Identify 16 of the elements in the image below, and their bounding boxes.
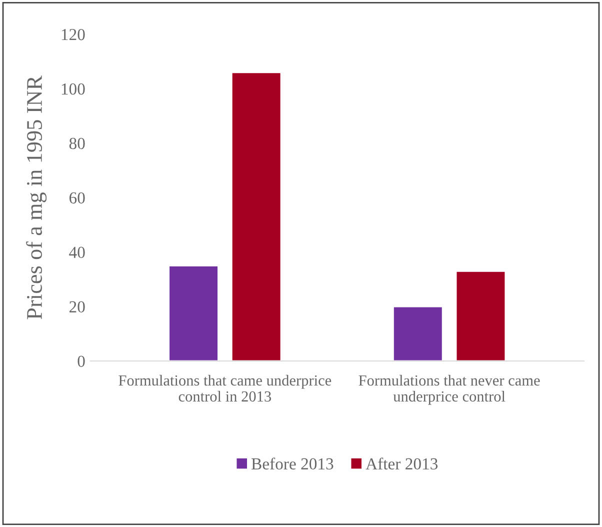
y-tick-label: 120: [62, 28, 85, 40]
y-tick-label: 80: [69, 138, 85, 150]
y-tick-label: 0: [78, 356, 85, 367]
y-axis-title: Prices of a mg in 1995 INR: [26, 75, 47, 320]
x-tick-label: Formulations that came underprice control in 2013: [118, 374, 332, 402]
y-tick-label: 100: [62, 83, 85, 95]
bar: [168, 265, 219, 361]
legend-label: After 2013: [366, 458, 438, 470]
y-tick-label: 40: [69, 246, 85, 258]
y-tick-label: 60: [69, 192, 85, 204]
bar: [455, 270, 506, 361]
x-tick-label: Formulations that never came underprice control: [358, 374, 540, 405]
bar: [230, 72, 282, 361]
legend-label: Before 2013: [252, 458, 334, 470]
y-tick-label: 20: [70, 301, 85, 312]
bar: [392, 306, 444, 361]
